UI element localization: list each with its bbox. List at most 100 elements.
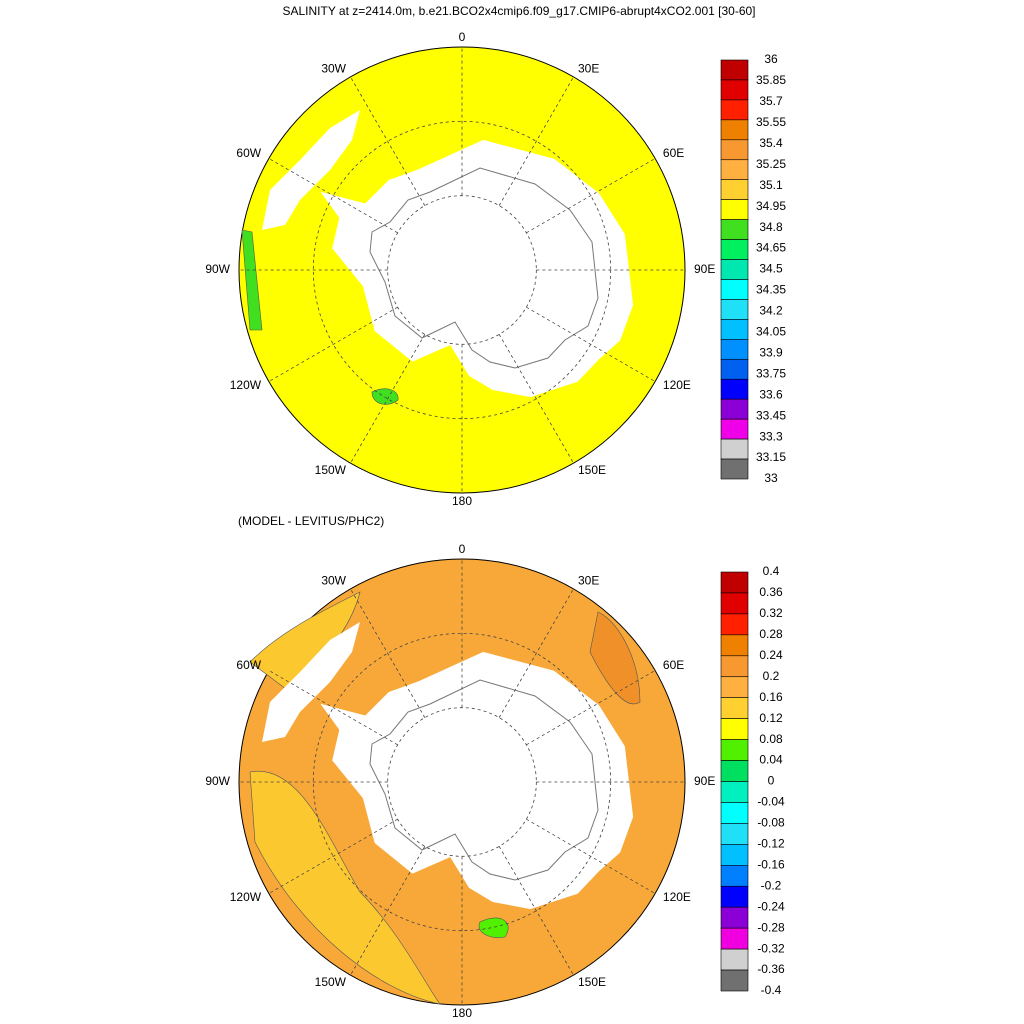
- longitude-label: 0: [459, 30, 466, 44]
- colorbar-label: 0.4: [763, 564, 780, 578]
- longitude-label: 0: [459, 542, 466, 556]
- colorbar-box: [720, 319, 749, 340]
- longitude-label: 90W: [205, 774, 230, 788]
- colorbar-box: [720, 927, 749, 950]
- colorbar-label: 35.85: [756, 73, 786, 87]
- colorbar-label: 34.5: [759, 262, 783, 276]
- longitude-label: 30E: [578, 573, 599, 587]
- colorbar-label: -0.24: [757, 899, 785, 913]
- colorbar-box: [720, 885, 749, 908]
- longitude-label: 150W: [315, 975, 347, 989]
- colorbar-box: [720, 119, 749, 141]
- colorbar-label: 33.3: [759, 429, 783, 443]
- meridian: [350, 846, 426, 976]
- longitude-label: 150W: [315, 463, 347, 477]
- colorbar-box: [720, 418, 749, 440]
- colorbar-label: 34.05: [756, 325, 786, 339]
- longitude-label: 120W: [230, 378, 262, 392]
- colorbar-label: 33: [764, 471, 778, 485]
- colorbar-label: 35.1: [759, 178, 783, 192]
- colorbar-box: [720, 969, 749, 992]
- map: [238, 558, 686, 1006]
- longitude-label: 150E: [578, 975, 606, 989]
- colorbar-label: 33.15: [756, 450, 786, 464]
- colorbar-label: 34.35: [756, 283, 786, 297]
- colorbar-box: [720, 139, 749, 161]
- meridian: [526, 818, 656, 894]
- longitude-label: 120E: [663, 890, 691, 904]
- colorbar-box: [720, 718, 749, 740]
- colorbar-label: -0.4: [761, 983, 782, 997]
- meridian: [268, 158, 398, 234]
- longitude-label: 180: [452, 1006, 472, 1020]
- colorbar-box: [720, 948, 749, 971]
- longitude-label: 30W: [321, 61, 346, 75]
- colorbar-label: -0.28: [757, 920, 785, 934]
- colorbar-label: 34.2: [759, 304, 783, 318]
- colorbar-label: -0.04: [757, 795, 785, 809]
- colorbar-label: 0.16: [759, 690, 783, 704]
- colorbar-label: 34.65: [756, 241, 786, 255]
- colorbar-label: -0.2: [761, 878, 782, 892]
- colorbar-label: 0.2: [763, 669, 780, 683]
- colorbar-label: 0.08: [759, 732, 783, 746]
- colorbar-box: [720, 358, 749, 380]
- colorbar-label: 36: [764, 52, 778, 66]
- meridian: [268, 306, 398, 382]
- colorbar-box: [720, 655, 749, 678]
- contour-region: [241, 229, 263, 331]
- colorbar-box: [720, 79, 749, 101]
- colorbar-box: [720, 739, 749, 761]
- colorbar-box: [720, 219, 749, 240]
- longitude-label: 60E: [663, 658, 684, 672]
- colorbar-box: [720, 199, 749, 220]
- colorbar-label: 0.36: [759, 585, 783, 599]
- colorbar-label: 0: [768, 774, 775, 788]
- colorbar-box: [720, 802, 749, 824]
- map: [238, 46, 686, 494]
- meridian: [268, 818, 398, 894]
- colorbar-label: 35.25: [756, 157, 786, 171]
- colorbar-box: [720, 378, 749, 400]
- colorbar-box: [720, 697, 749, 719]
- longitude-label: 30E: [578, 61, 599, 75]
- colorbar-label: 33.9: [759, 345, 783, 359]
- colorbar-box: [720, 279, 749, 300]
- colorbar-box: [720, 634, 749, 657]
- colorbar-label: -0.32: [757, 941, 785, 955]
- colorbar-label: 34.95: [756, 199, 786, 213]
- colorbar-box: [720, 676, 749, 699]
- colorbar-label: 33.6: [759, 387, 783, 401]
- longitude-label: 90E: [694, 774, 715, 788]
- longitude-label: 180: [452, 494, 472, 508]
- longitude-label: 60W: [236, 658, 261, 672]
- colorbar-box: [720, 571, 749, 594]
- meridian: [350, 588, 426, 718]
- colorbar-label: -0.36: [757, 962, 785, 976]
- colorbar-label: -0.16: [757, 857, 785, 871]
- meridian: [498, 588, 574, 718]
- colorbar-box: [720, 844, 749, 866]
- contour-region: [249, 770, 441, 1005]
- meridian: [268, 670, 398, 746]
- colorbar-box: [720, 59, 749, 81]
- colorbar-box: [720, 458, 749, 480]
- colorbar-label: -0.12: [757, 837, 785, 851]
- colorbar-label: 0.28: [759, 627, 783, 641]
- colorbar-box: [720, 438, 749, 460]
- colorbar-box: [720, 239, 749, 260]
- colorbar-label: 0.04: [759, 753, 783, 767]
- colorbar-label: -0.08: [757, 816, 785, 830]
- longitude-label: 150E: [578, 463, 606, 477]
- colorbar-box: [720, 179, 749, 200]
- longitude-label: 60W: [236, 146, 261, 160]
- colorbar-label: 35.7: [759, 94, 783, 108]
- colorbar-label: 0.12: [759, 711, 783, 725]
- colorbar-box: [720, 259, 749, 280]
- longitude-label: 120W: [230, 890, 262, 904]
- meridian: [350, 334, 426, 464]
- longitude-label: 30W: [321, 573, 346, 587]
- longitude-label: 60E: [663, 146, 684, 160]
- colorbar-box: [720, 299, 749, 320]
